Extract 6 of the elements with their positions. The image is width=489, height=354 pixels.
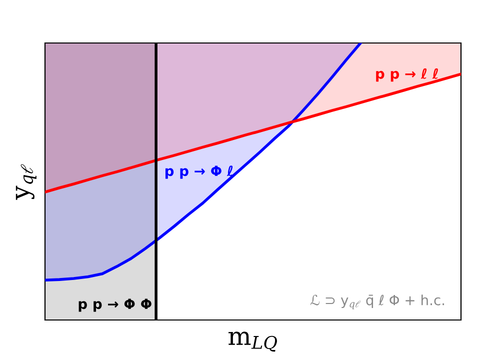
annotation: ℒ ⊃ y$_{qℓ}$ q̄ ℓ Φ + h.c. xyxy=(310,294,444,310)
annotation: p p → ℓ ℓ xyxy=(376,68,438,82)
annotation: p p → Φ Φ xyxy=(78,298,152,312)
x-axis-title: m$_{LQ}$ xyxy=(228,332,277,352)
annotation: p p → Φ ℓ xyxy=(165,166,233,179)
y-axis-title: y$_{qℓ}$ xyxy=(16,164,36,200)
